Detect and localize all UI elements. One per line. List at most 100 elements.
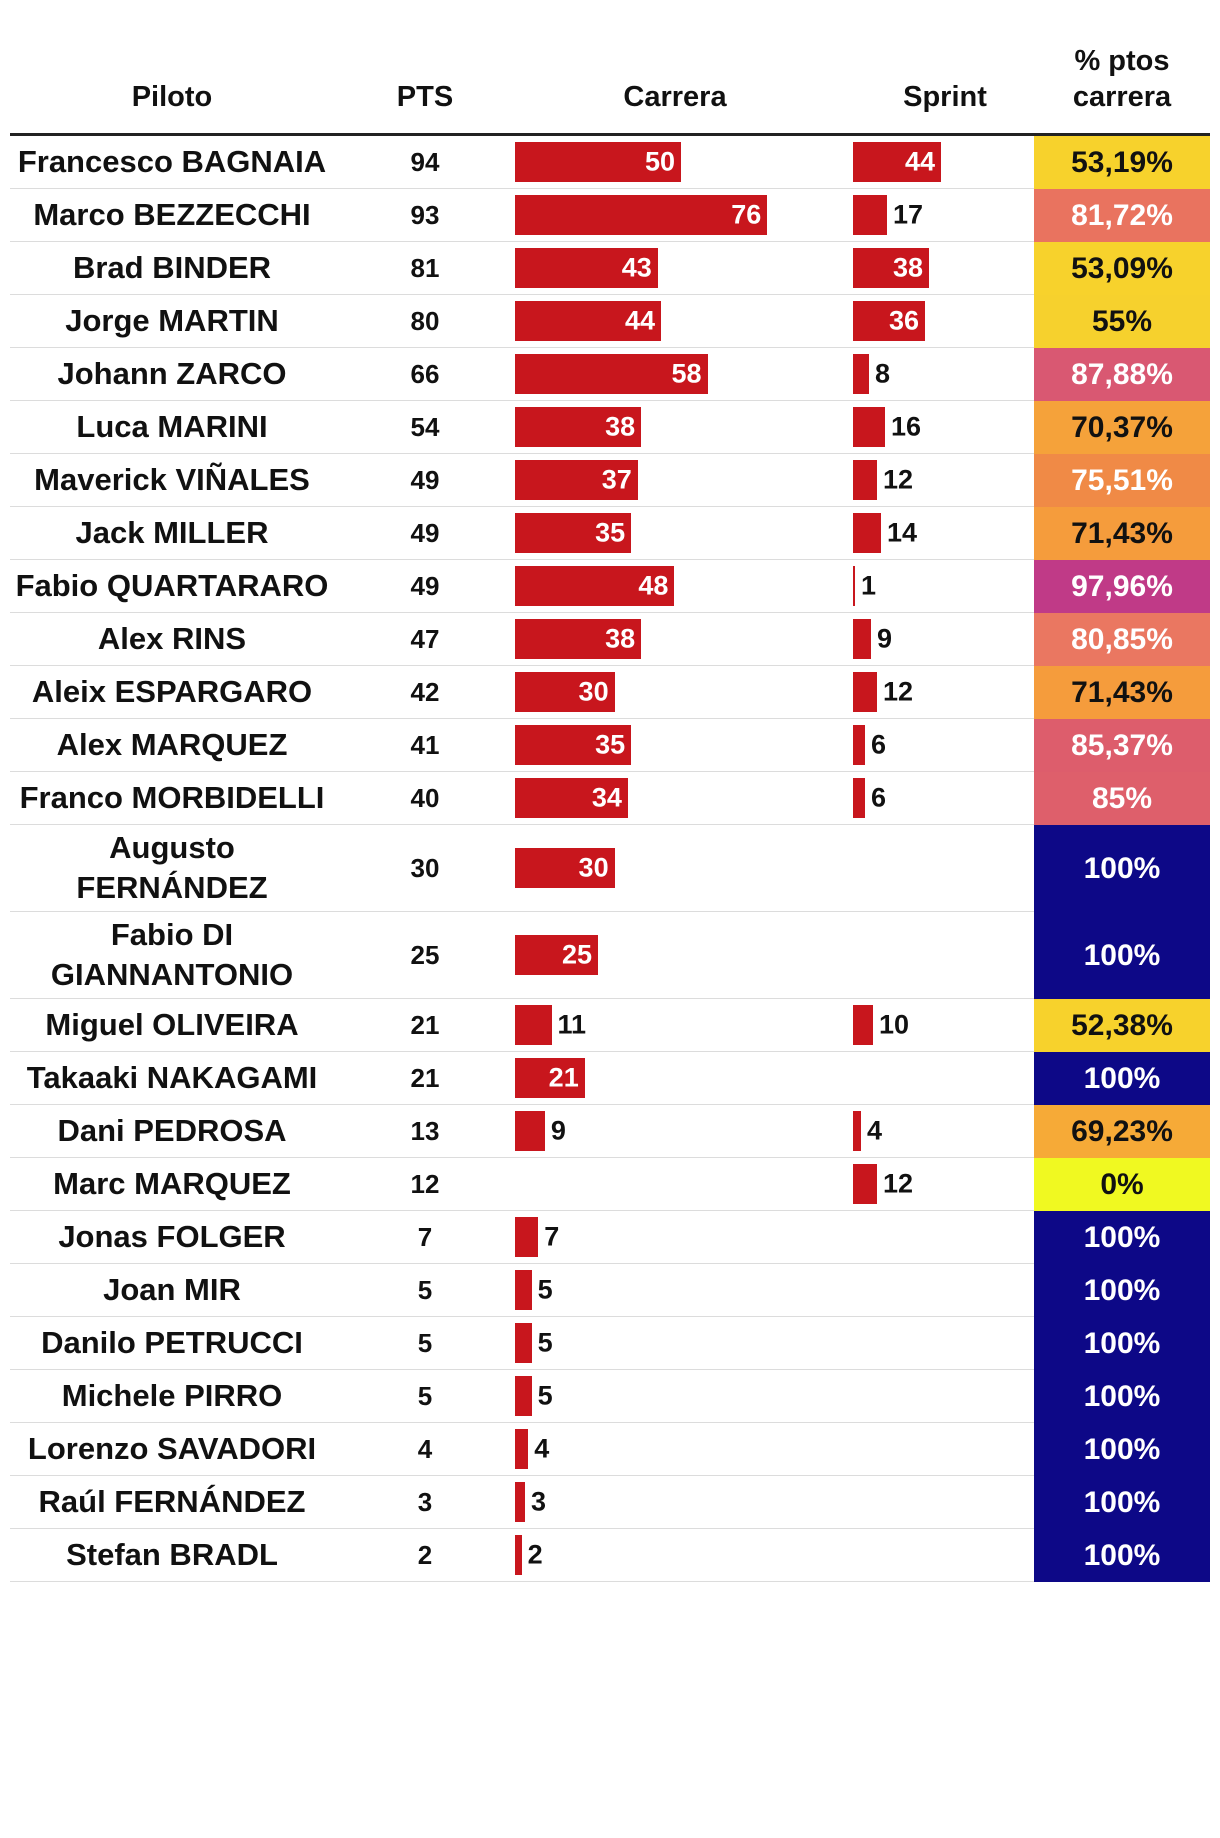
race-bar-label: 50 bbox=[644, 146, 675, 177]
race-points-percentage: 87,88% bbox=[1034, 348, 1210, 401]
sprint-bar-label: 9 bbox=[877, 623, 893, 654]
sprint-bar bbox=[853, 566, 855, 606]
rider-name: Fabio DI GIANNANTONIO bbox=[10, 912, 334, 998]
rider-name-line: GIANNANTONIO bbox=[50, 957, 294, 992]
rider-name: Alex RINS bbox=[97, 621, 247, 656]
race-bar-label: 35 bbox=[595, 729, 626, 760]
race-points-percentage: 100% bbox=[1034, 1476, 1210, 1529]
points-value: 12 bbox=[410, 1168, 440, 1199]
points-value: 13 bbox=[410, 1115, 440, 1146]
header-pct-line-1: % ptos bbox=[1074, 45, 1170, 77]
table-row: Fabio DI GIANNANTONIO 25 25 100% bbox=[10, 912, 1210, 999]
rider-name: Marc MARQUEZ bbox=[53, 1166, 291, 1201]
header-pts: PTS bbox=[396, 81, 454, 113]
sprint-bar-label: 12 bbox=[883, 1168, 914, 1199]
sprint-bar bbox=[853, 1005, 873, 1045]
race-points-percentage: 53,09% bbox=[1034, 242, 1210, 295]
race-bar bbox=[515, 142, 681, 182]
table-row: Stefan BRADL 2 2 100% bbox=[10, 1529, 1210, 1582]
rider-name: Lorenzo SAVADORI bbox=[27, 1431, 317, 1466]
points-value: 93 bbox=[410, 199, 440, 230]
table-row: Danilo PETRUCCI 5 5 100% bbox=[10, 1317, 1210, 1370]
points-value: 25 bbox=[410, 939, 440, 970]
race-bar-label: 38 bbox=[605, 411, 636, 442]
race-points-percentage: 69,23% bbox=[1034, 1105, 1210, 1158]
race-bar-label: 5 bbox=[537, 1274, 553, 1305]
race-bar-label: 25 bbox=[561, 939, 592, 970]
sprint-bar-label: 10 bbox=[879, 1009, 910, 1040]
race-bar-label: 30 bbox=[578, 852, 609, 883]
race-bar-label: 35 bbox=[595, 517, 626, 548]
race-points-percentage: 0% bbox=[1034, 1158, 1210, 1211]
points-value: 80 bbox=[410, 305, 440, 336]
header-sprint: Sprint bbox=[903, 81, 987, 113]
table-row: Luca MARINI 54 38 16 70,37% bbox=[10, 401, 1210, 454]
race-bar bbox=[515, 1323, 532, 1363]
race-points-percentage: 53,19% bbox=[1034, 136, 1210, 189]
table-row: Francesco BAGNAIA 94 50 44 53,19% bbox=[10, 136, 1210, 189]
sprint-bar-label: 12 bbox=[883, 464, 914, 495]
rider-name: Fabio QUARTARARO bbox=[15, 568, 329, 603]
race-bar bbox=[515, 1376, 532, 1416]
sprint-bar bbox=[853, 513, 881, 553]
sprint-bar bbox=[853, 407, 885, 447]
rider-name: Brad BINDER bbox=[72, 250, 272, 285]
sprint-bar bbox=[853, 354, 869, 394]
race-points-percentage: 100% bbox=[1034, 1529, 1210, 1582]
rider-name: Francesco BAGNAIA bbox=[17, 144, 327, 179]
race-bar-label: 48 bbox=[638, 570, 669, 601]
points-value: 3 bbox=[417, 1486, 433, 1517]
race-bar bbox=[515, 935, 598, 975]
header-pct: % ptos carrera bbox=[1034, 43, 1210, 115]
rider-name: Jonas FOLGER bbox=[58, 1219, 286, 1254]
rider-name: Stefan BRADL bbox=[66, 1537, 278, 1572]
table-row: Jack MILLER 49 35 14 71,43% bbox=[10, 507, 1210, 560]
sprint-bar bbox=[853, 725, 865, 765]
rider-name: Augusto FERNÁNDEZ bbox=[10, 825, 334, 911]
race-points-percentage: 75,51% bbox=[1034, 454, 1210, 507]
points-value: 2 bbox=[417, 1539, 433, 1570]
rider-name: Joan MIR bbox=[103, 1272, 241, 1307]
header-carrera: Carrera bbox=[623, 81, 727, 113]
points-value: 5 bbox=[417, 1327, 433, 1358]
race-bar bbox=[515, 248, 658, 288]
race-points-percentage: 97,96% bbox=[1034, 560, 1210, 613]
points-value: 21 bbox=[410, 1009, 440, 1040]
table-row: Michele PIRRO 5 5 100% bbox=[10, 1370, 1210, 1423]
race-bar bbox=[515, 195, 768, 235]
table-row: Takaaki NAKAGAMI 21 21 100% bbox=[10, 1052, 1210, 1105]
table-row: Fabio QUARTARARO 49 48 1 97,96% bbox=[10, 560, 1210, 613]
race-bar-label: 11 bbox=[557, 1009, 587, 1040]
sprint-bar bbox=[853, 301, 925, 341]
table-row: Johann ZARCO 66 58 8 87,88% bbox=[10, 348, 1210, 401]
table-row: Joan MIR 5 5 100% bbox=[10, 1264, 1210, 1317]
race-bar bbox=[515, 778, 628, 818]
sprint-bar-label: 8 bbox=[875, 358, 891, 389]
points-value: 49 bbox=[410, 517, 440, 548]
header-piloto: Piloto bbox=[131, 81, 213, 113]
table-row: Marco BEZZECCHI 93 76 17 81,72% bbox=[10, 189, 1210, 242]
points-value: 94 bbox=[410, 146, 440, 177]
rider-name-line: Augusto bbox=[109, 830, 235, 865]
race-bar bbox=[515, 354, 708, 394]
race-points-percentage: 100% bbox=[1034, 1052, 1210, 1105]
points-value: 66 bbox=[410, 358, 440, 389]
race-points-percentage: 71,43% bbox=[1034, 666, 1210, 719]
race-bar-label: 21 bbox=[548, 1062, 579, 1093]
race-bar bbox=[515, 1429, 529, 1469]
race-points-percentage: 85% bbox=[1034, 772, 1210, 825]
table-row: Maverick VIÑALES 49 37 12 75,51% bbox=[10, 454, 1210, 507]
sprint-bar-label: 1 bbox=[861, 570, 877, 601]
rider-name: Dani PEDROSA bbox=[57, 1113, 287, 1148]
rider-name: Johann ZARCO bbox=[57, 356, 287, 391]
race-bar bbox=[515, 566, 675, 606]
sprint-bar-label: 16 bbox=[891, 411, 922, 442]
sprint-bar-label: 38 bbox=[892, 252, 923, 283]
table-row: Miguel OLIVEIRA 21 11 10 52,38% bbox=[10, 999, 1210, 1052]
points-value: 42 bbox=[410, 676, 440, 707]
rider-name: Maverick VIÑALES bbox=[34, 462, 310, 497]
race-bar-label: 2 bbox=[527, 1539, 543, 1570]
race-bar-label: 4 bbox=[534, 1433, 550, 1464]
race-bar-label: 5 bbox=[537, 1380, 553, 1411]
table-row: Jorge MARTIN 80 44 36 55% bbox=[10, 295, 1210, 348]
